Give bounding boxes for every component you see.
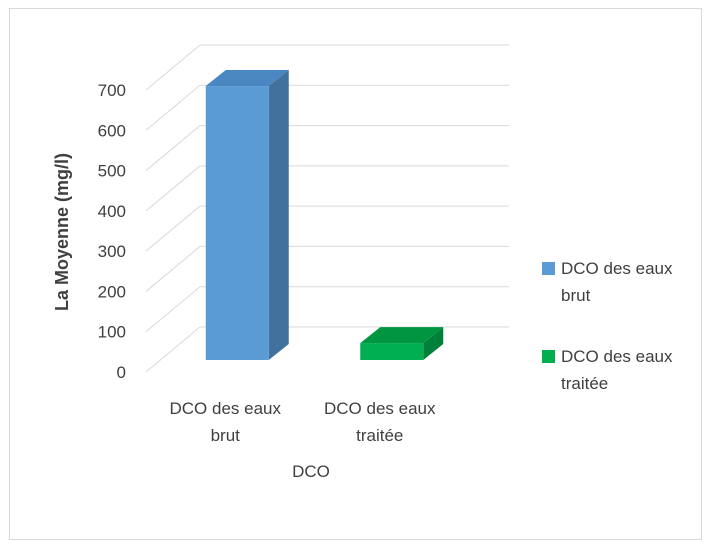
chart-area	[9, 8, 702, 540]
x-axis-title: DCO	[292, 462, 330, 481]
bar-front	[360, 343, 424, 360]
x-tick-label: traitée	[356, 426, 403, 445]
legend: DCO des eaux brut DCO des eaux traitée	[542, 259, 673, 393]
legend-item: DCO des eaux brut	[542, 259, 673, 305]
gridline-diagonal	[145, 326, 201, 373]
x-tick-label: DCO des eaux	[324, 399, 436, 418]
legend-swatch	[542, 262, 555, 275]
y-tick-label: 700	[98, 81, 126, 100]
gridline-diagonal	[145, 84, 201, 131]
gridlines	[145, 44, 509, 373]
category-labels: DCO des eaux brut DCO des eaux traitée	[170, 399, 436, 445]
y-axis-title: La Moyenne (mg/l)	[52, 153, 72, 311]
bars	[205, 70, 444, 361]
bar	[205, 70, 289, 361]
y-tick-label: 500	[98, 162, 126, 181]
x-tick-label: DCO des eaux	[170, 399, 282, 418]
gridline-diagonal	[145, 246, 201, 292]
legend-item: DCO des eaux traitée	[542, 347, 673, 393]
bar-side	[423, 327, 444, 360]
legend-swatch	[542, 350, 555, 363]
legend-label: DCO des eaux	[561, 259, 673, 278]
y-tick-label: 600	[98, 121, 126, 140]
y-tick-label: 100	[98, 323, 126, 342]
bar	[360, 327, 444, 360]
bar-top	[205, 70, 289, 87]
y-tick-labels: 0 100 200 300 400 500 600 700	[98, 81, 126, 382]
bar-front	[205, 86, 269, 361]
y-tick-label: 300	[98, 242, 126, 261]
gridline-diagonal	[145, 44, 201, 91]
legend-label: brut	[561, 286, 591, 305]
y-tick-label: 400	[98, 202, 126, 221]
gridline-diagonal	[145, 165, 201, 212]
bar-top	[360, 327, 444, 344]
y-tick-label: 0	[117, 363, 126, 382]
legend-label: traitée	[561, 374, 608, 393]
gridline-diagonal	[145, 286, 201, 333]
x-tick-label: brut	[211, 426, 241, 445]
gridline-diagonal	[145, 125, 201, 171]
y-tick-label: 200	[98, 282, 126, 301]
gridline-diagonal	[145, 205, 201, 252]
bar-side	[268, 70, 289, 361]
legend-label: DCO des eaux	[561, 347, 673, 366]
